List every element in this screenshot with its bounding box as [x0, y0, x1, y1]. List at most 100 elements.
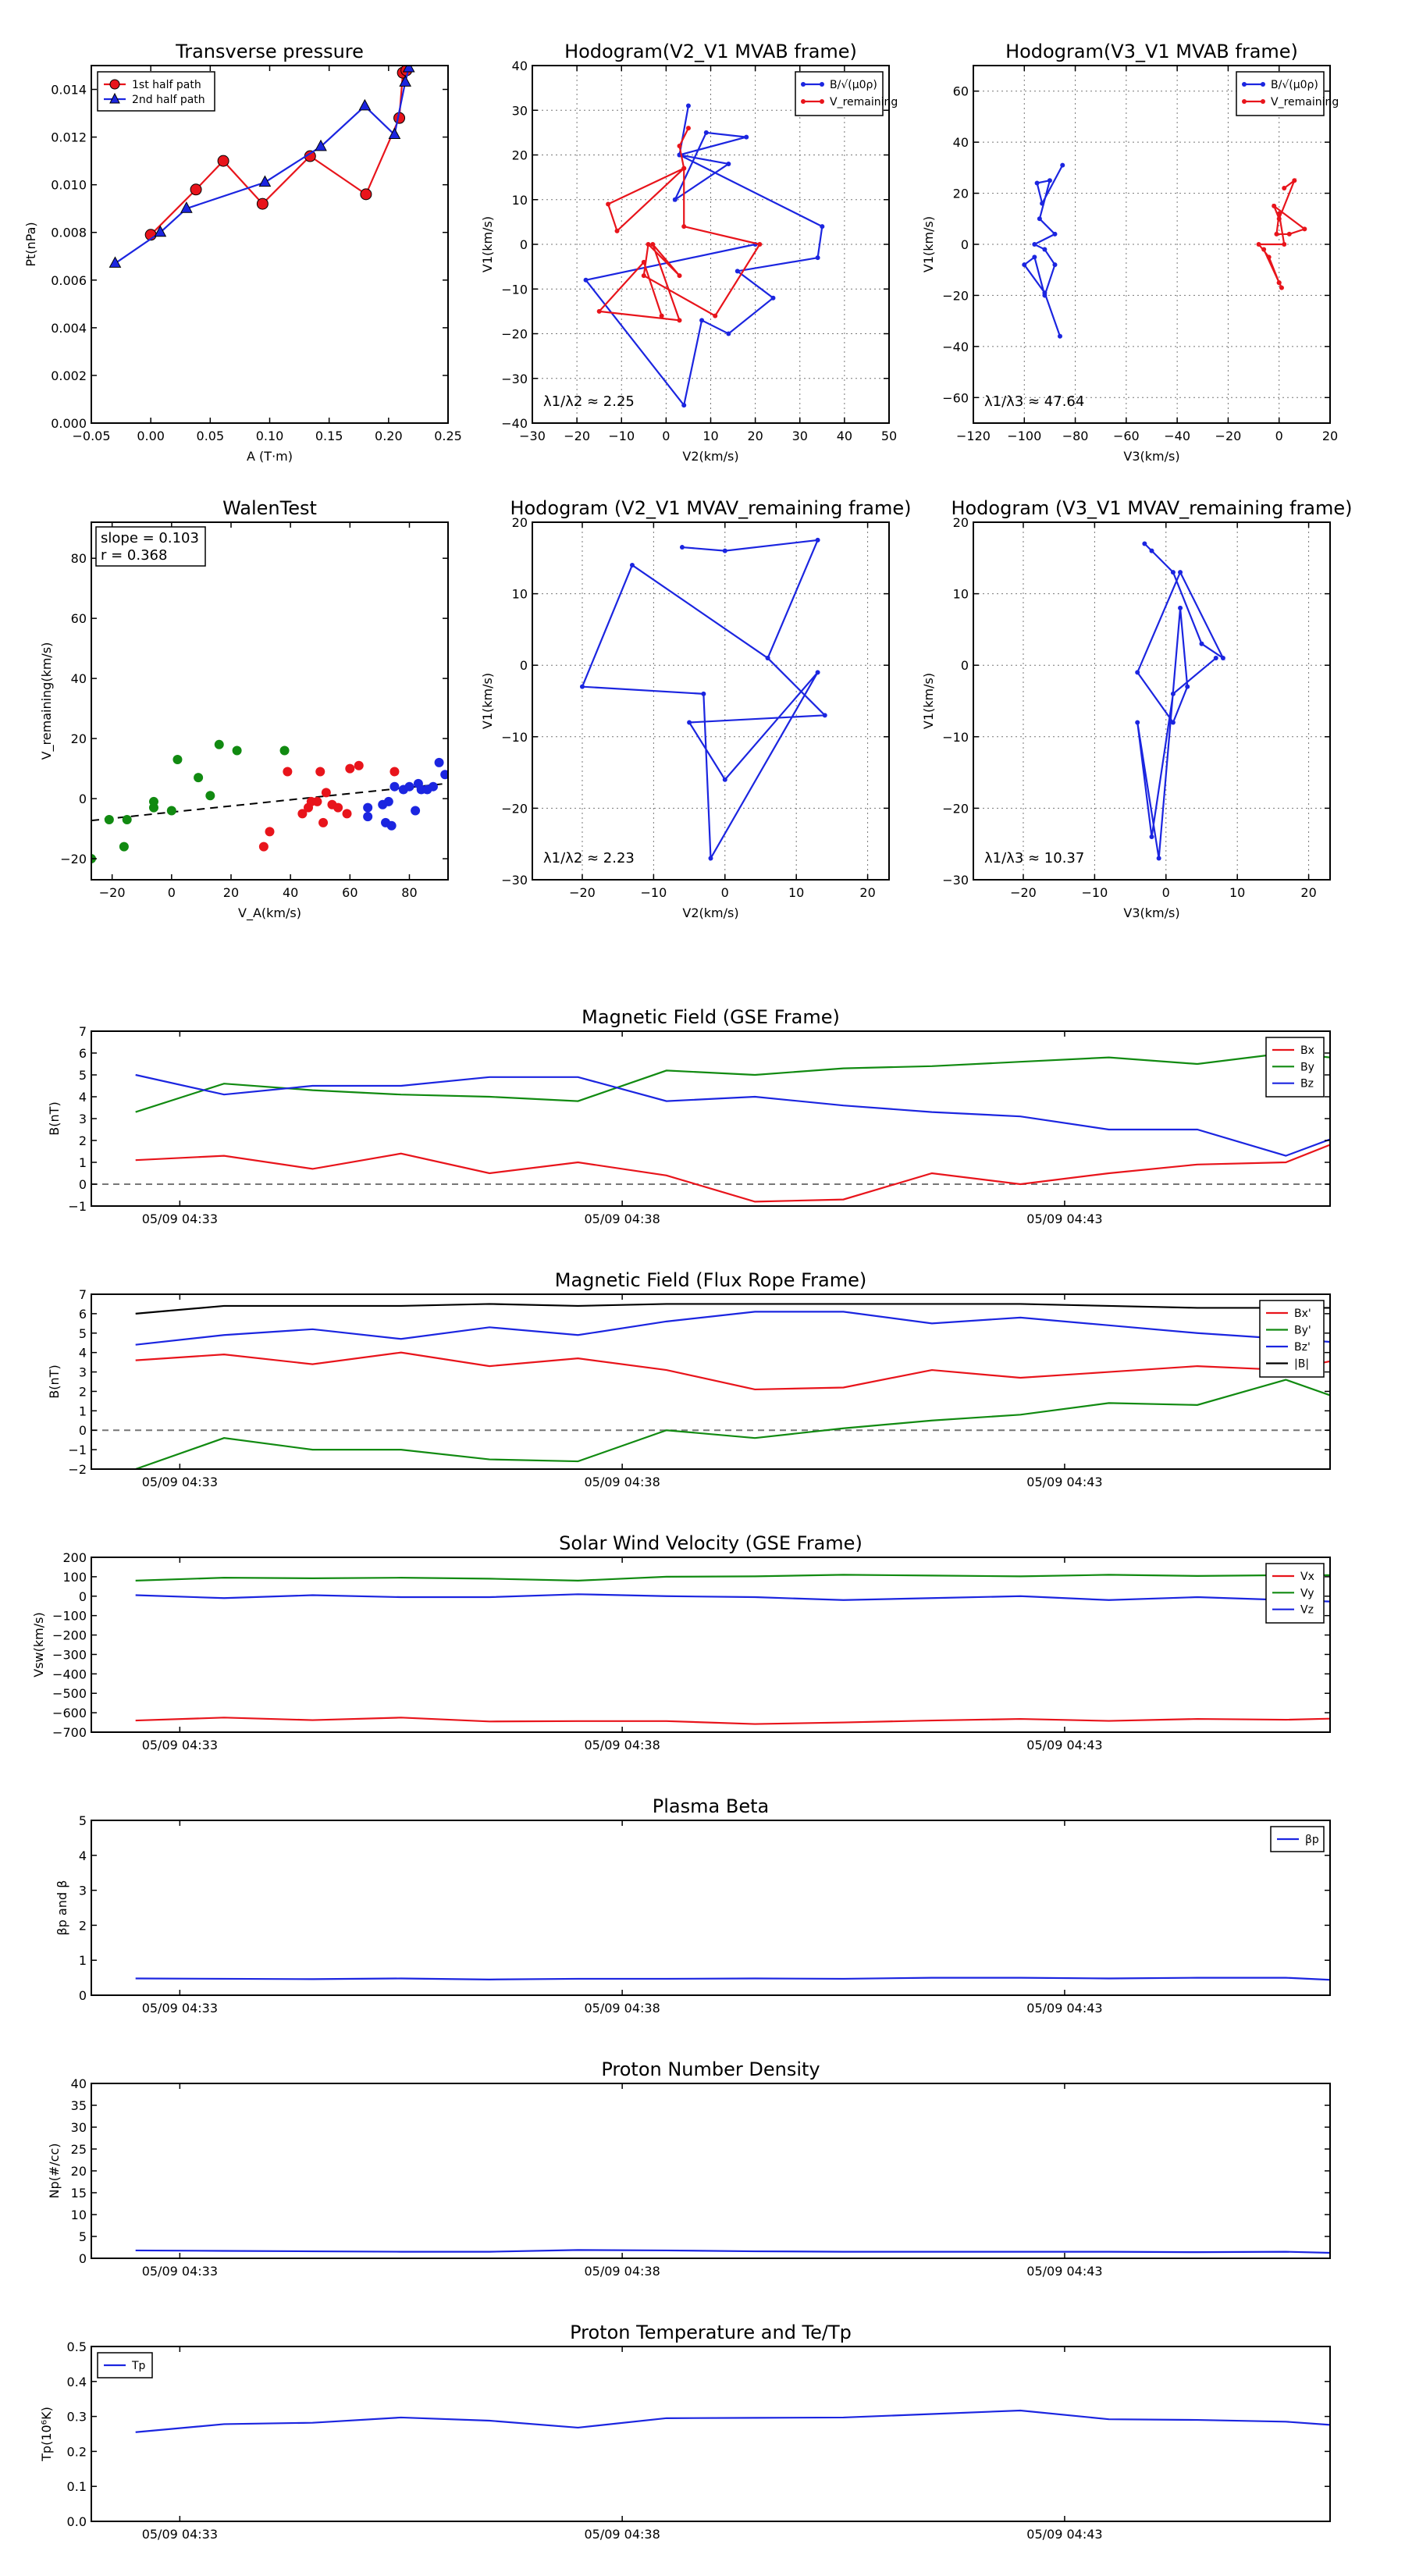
data-point [629, 562, 635, 568]
y-tick-label: 0.0 [67, 2514, 87, 2529]
data-point [411, 806, 421, 816]
legend-label: Bx' [1294, 1308, 1311, 1320]
x-tick-label: 20 [1300, 885, 1316, 900]
annotation-text: λ1/λ3 ≈ 47.64 [984, 393, 1084, 410]
series-tp-line [135, 2409, 1330, 2433]
data-point [440, 770, 448, 780]
y-tick-label: 40 [71, 2076, 87, 2091]
legend-marker [109, 79, 120, 90]
x-tick-label: −40 [1164, 429, 1190, 443]
y-axis-label: Tp(10⁶K) [39, 2407, 54, 2462]
magnetic-field-flux-rope-chart: Magnetic Field (Flux Rope Frame) 05/09 04… [47, 1269, 1331, 1489]
y-tick-label: −300 [52, 1647, 87, 1662]
x-tick-label: −10 [608, 429, 635, 443]
axes-frame [91, 2346, 1331, 2522]
data-point [194, 773, 204, 783]
x-tick-label: 0.10 [256, 429, 284, 443]
y-tick-label: 2 [79, 1384, 87, 1399]
series-0-line [581, 539, 827, 862]
legend-label: 1st half path [132, 79, 201, 91]
x-tick-label: −20 [564, 429, 590, 443]
legend-label: 2nd half path [132, 94, 205, 106]
fit-line [91, 782, 448, 822]
series-bx-line [135, 1144, 1330, 1203]
series--p-line [135, 1976, 1330, 1981]
data-point [119, 841, 129, 852]
data-point [722, 777, 727, 782]
x-tick-label: 10 [1229, 885, 1245, 900]
y-tick-label: 6 [79, 1046, 87, 1061]
plot-area [135, 1303, 1330, 1469]
x-tick-label: 05/09 04:33 [142, 2527, 218, 2542]
data-point [318, 817, 329, 827]
y-tick-label: 0.4 [67, 2375, 87, 2389]
plot-area [108, 66, 415, 268]
data-point [681, 224, 687, 229]
x-tick-label: 05/09 04:43 [1026, 1212, 1102, 1226]
y-tick-label: 200 [62, 1550, 87, 1565]
y-tick-label: 100 [62, 1570, 87, 1585]
data-point [726, 161, 731, 166]
plot-area [135, 2409, 1330, 2433]
data-point [279, 745, 290, 756]
y-tick-label: 1 [79, 1155, 87, 1170]
x-axis-label: V2(km/s) [682, 449, 738, 464]
annotation-text: λ1/λ2 ≈ 2.25 [543, 393, 635, 410]
data-point [765, 656, 770, 661]
y-axis-label: B(nT) [47, 1364, 62, 1398]
x-axis-label: V3(km/s) [1123, 906, 1179, 920]
legend-box [1259, 1300, 1325, 1378]
legend-label: Vx [1300, 1571, 1314, 1583]
x-tick-label: 0 [662, 429, 670, 443]
y-tick-label: 25 [71, 2142, 87, 2157]
data-point [1282, 242, 1287, 247]
data-point [258, 175, 272, 187]
plot-area [1135, 541, 1225, 861]
data-point [404, 781, 414, 792]
data-point [232, 745, 242, 756]
data-point [354, 760, 364, 770]
legend-box [795, 71, 884, 116]
x-tick-label: −20 [1215, 429, 1242, 443]
data-point [265, 827, 275, 837]
x-tick-label: 05/09 04:38 [584, 2001, 660, 2016]
data-point [1142, 541, 1147, 546]
y-tick-label: −700 [52, 1725, 87, 1740]
y-tick-label: 20 [71, 731, 87, 746]
data-point [815, 670, 820, 675]
plot-area [579, 537, 827, 862]
x-tick-label: 0.00 [137, 429, 165, 443]
y-tick-label: −2 [68, 1462, 87, 1477]
data-point [180, 201, 193, 213]
x-tick-label: 05/09 04:43 [1026, 2264, 1102, 2279]
x-tick-label: 0.20 [375, 429, 403, 443]
x-tick-label: 05/09 04:43 [1026, 2001, 1102, 2016]
data-point [389, 767, 400, 777]
legend-label: B/√(μ0ρ) [830, 79, 877, 91]
data-point [820, 224, 825, 229]
y-tick-label: 0.5 [67, 2339, 87, 2354]
y-tick-label: 0.2 [67, 2444, 87, 2459]
y-tick-label: 35 [71, 2098, 87, 2113]
x-tick-label: −0.05 [72, 429, 110, 443]
y-tick-label: 0 [520, 658, 528, 673]
data-point [166, 806, 176, 816]
data-point [363, 812, 373, 822]
data-point [699, 318, 705, 323]
y-tick-label: 10 [953, 587, 969, 602]
y-tick-label: 4 [79, 1090, 87, 1105]
data-point [1272, 203, 1277, 208]
hodogram-v2v1-mvab-chart: Hodogram(V2_V1 MVAB frame) −30 −20 −10 0 10 20… [480, 41, 898, 464]
data-point [1135, 720, 1140, 725]
data-point [1135, 670, 1140, 675]
data-point [315, 767, 325, 777]
data-point [687, 720, 692, 725]
y-tick-label: 80 [71, 551, 87, 566]
annotation-text: λ1/λ3 ≈ 10.37 [984, 850, 1084, 866]
y-tick-label: 0 [79, 2251, 87, 2266]
data-point [606, 201, 611, 207]
data-point [1040, 201, 1045, 206]
x-tick-label: −10 [640, 885, 667, 900]
annotation-text: r = 0.368 [101, 547, 167, 564]
magnetic-field-gse-chart: Magnetic Field (GSE Frame) 05/09 04:33 05/… [47, 1006, 1331, 1226]
